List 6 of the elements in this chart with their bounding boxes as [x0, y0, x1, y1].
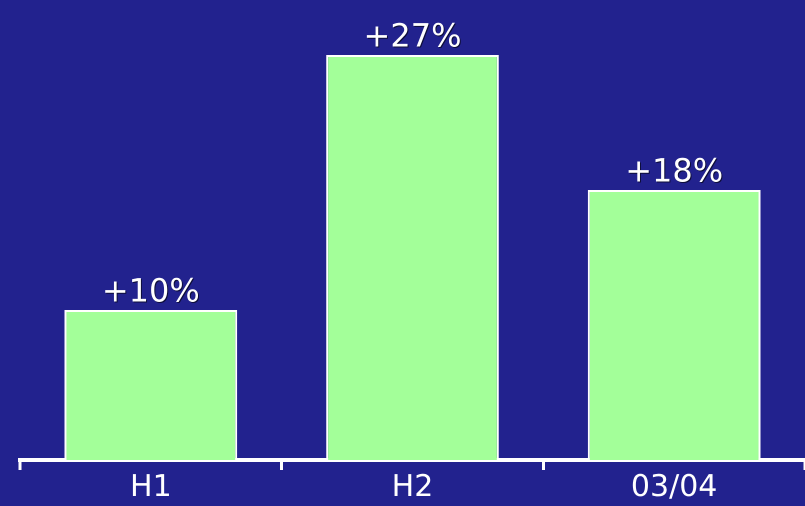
x-tick-label: H1: [130, 468, 172, 504]
data-label: +18%: [625, 151, 724, 190]
x-tick-label: 03/04: [630, 468, 718, 504]
data-label: +27%: [364, 16, 462, 54]
data-label: +10%: [102, 271, 200, 310]
x-tick-label: H2: [392, 468, 434, 504]
